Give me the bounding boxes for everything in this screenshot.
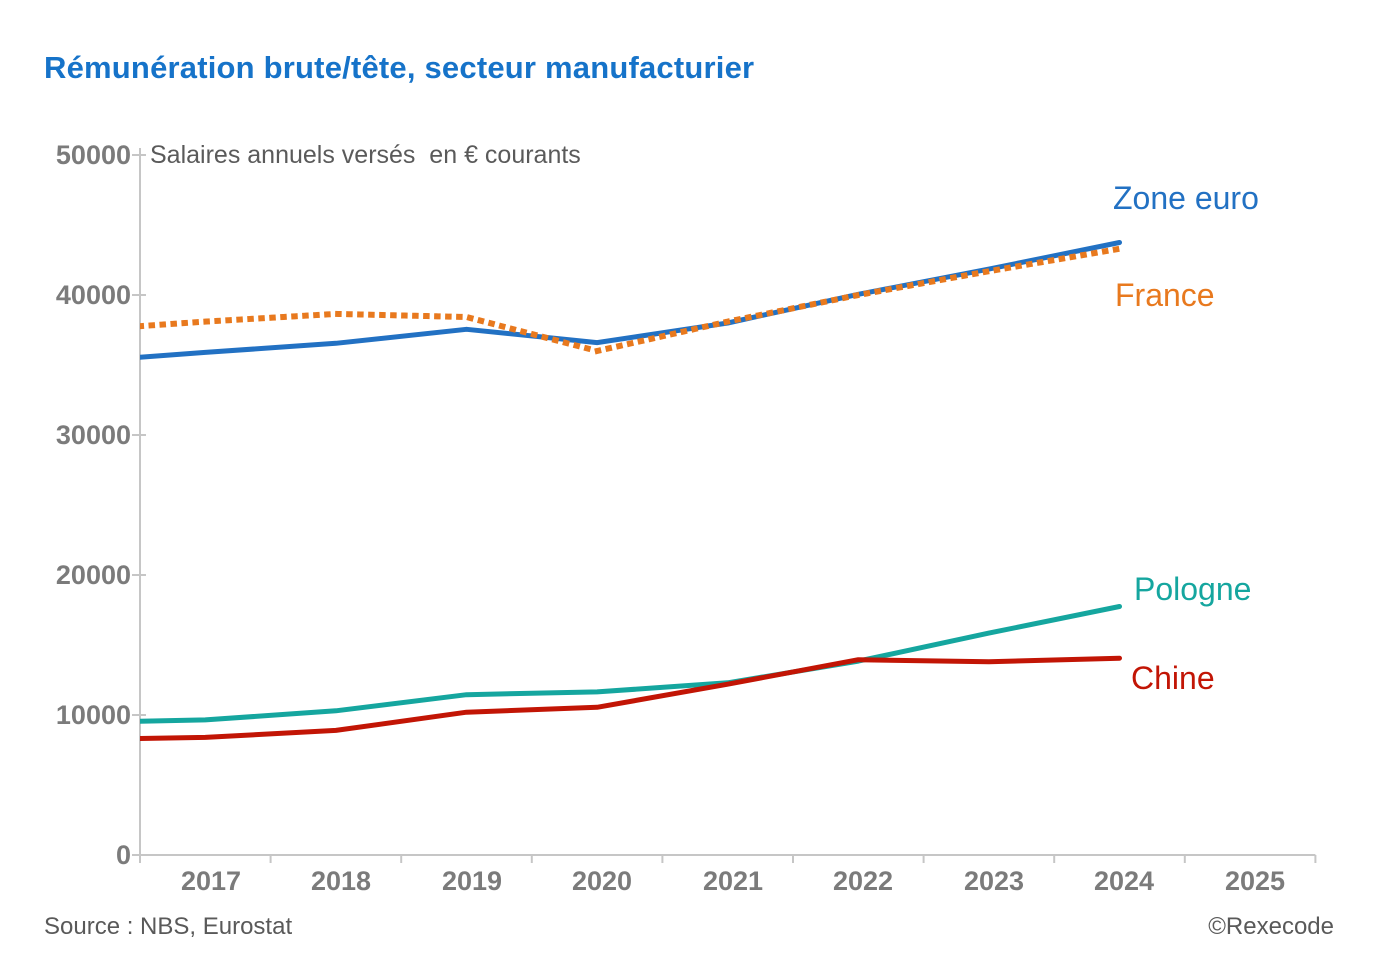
legend-label-chine: Chine [1131, 660, 1215, 696]
chart-title: Rémunération brute/tête, secteur manufac… [44, 50, 755, 85]
legend-label-zone-euro: Zone euro [1113, 180, 1259, 216]
x-tick-label: 2025 [1224, 866, 1286, 896]
legend-label-france: France [1115, 277, 1215, 313]
x-tick-label: 2018 [310, 866, 372, 896]
x-tick-label: 2019 [441, 866, 503, 896]
y-tick-label: 0 [115, 840, 131, 870]
y-tick-label: 20000 [55, 560, 131, 590]
chart-subtitle: Salaires annuels versés en € courants [150, 141, 581, 169]
x-tick-label: 2024 [1093, 866, 1155, 896]
y-tick-label: 10000 [55, 700, 131, 730]
x-tick-label: 2023 [963, 866, 1025, 896]
series-line-france [140, 245, 1123, 354]
x-tick-label: 2017 [180, 866, 242, 896]
y-tick-label: 40000 [55, 280, 131, 310]
x-tick-label: 2022 [832, 866, 894, 896]
y-tick-label: 50000 [55, 140, 131, 170]
y-tick-label: 30000 [55, 420, 131, 450]
series-line-chine [140, 655, 1122, 741]
series-line-pologne [140, 604, 1122, 724]
x-tick-label: 2021 [702, 866, 764, 896]
legend-label-pologne: Pologne [1134, 571, 1252, 607]
copyright-note: ©Rexecode [1208, 913, 1334, 940]
series-line-zone-euro [140, 240, 1122, 360]
x-tick-label: 2020 [571, 866, 633, 896]
source-note: Source : NBS, Eurostat [44, 913, 293, 940]
